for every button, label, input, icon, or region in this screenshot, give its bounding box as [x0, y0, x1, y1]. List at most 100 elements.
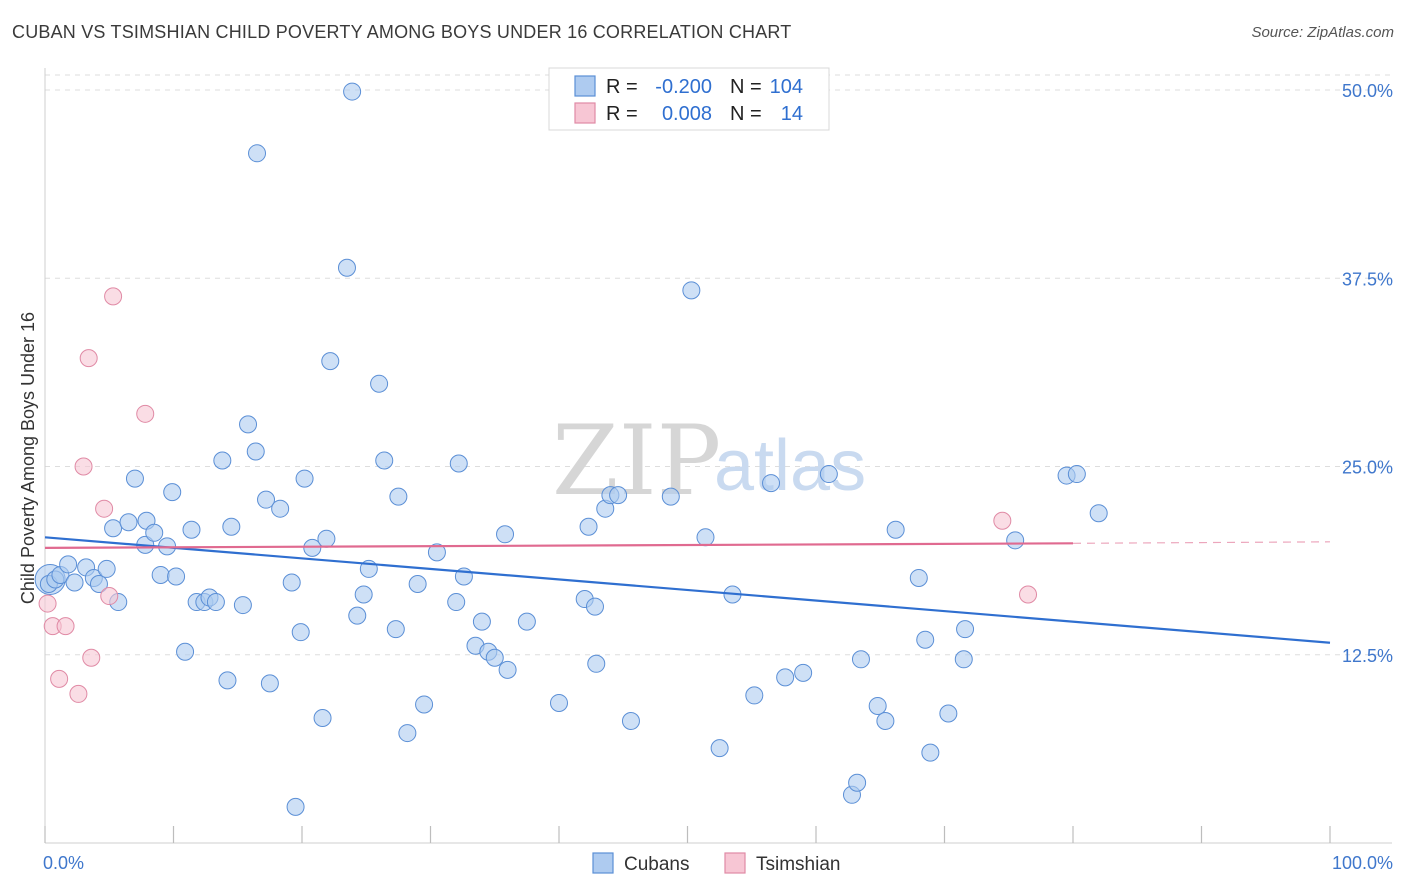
cubans-point	[661, 487, 680, 506]
cubans-point	[104, 519, 123, 538]
cubans-point	[485, 648, 504, 667]
cubans-point	[386, 620, 405, 639]
cubans-point	[415, 695, 434, 714]
tsimshian-point	[95, 499, 114, 518]
cubans-point	[696, 528, 715, 547]
cubans-point	[819, 465, 838, 484]
cubans-point	[163, 483, 182, 502]
cubans-point	[449, 454, 468, 473]
x-tick-labels: 0.0% 100.0%	[43, 853, 1393, 873]
cubans-point	[317, 529, 336, 548]
cubans-point	[916, 630, 935, 649]
cubans-point	[218, 671, 237, 690]
cubans-point	[370, 374, 389, 393]
cubans-point	[579, 517, 598, 536]
cubans-point	[260, 674, 279, 693]
cubans-point	[954, 650, 973, 669]
cubans-point	[851, 650, 870, 669]
cubans-point	[222, 517, 241, 536]
page-title: CUBAN VS TSIMSHIAN CHILD POVERTY AMONG B…	[12, 22, 792, 42]
cubans-point	[427, 543, 446, 562]
legend-n-label-tsimshian: N =	[730, 103, 762, 125]
trend-lines	[44, 536, 1331, 644]
cubans-point	[125, 469, 144, 488]
cubans-point	[313, 709, 332, 728]
cubans-point	[176, 642, 195, 661]
cubans-point	[956, 620, 975, 639]
cubans-point	[65, 573, 84, 592]
cubans-point	[408, 574, 427, 593]
cubans-point	[303, 538, 322, 557]
grid-lines	[45, 74, 1392, 656]
cubans-point	[776, 668, 795, 687]
cubans-point	[282, 573, 301, 592]
cubans-point	[321, 352, 340, 371]
scatter-points	[34, 82, 1108, 816]
cubans-point	[1067, 465, 1086, 484]
cubans-point	[498, 660, 517, 679]
legend-swatch-cubans	[574, 75, 596, 97]
cubans-point	[89, 574, 108, 593]
cubans-point	[151, 565, 170, 584]
watermark: ZIP atlas	[552, 405, 866, 517]
y-tick-labels: 12.5% 25.0% 37.5% 50.0%	[1342, 81, 1393, 666]
tsimshian-point	[1019, 585, 1038, 604]
cubans-point	[794, 663, 813, 682]
cubans-point	[585, 597, 604, 616]
cubans-point	[271, 499, 290, 518]
tsimshian-point	[104, 287, 123, 306]
cubans-point	[621, 712, 640, 731]
cubans-point	[348, 606, 367, 625]
cubans-point	[398, 724, 417, 743]
cubans-point	[710, 739, 729, 758]
legend-n-label-cubans: N =	[730, 76, 762, 98]
legend-n-value-tsimshian: 14	[781, 103, 803, 125]
cubans-point	[587, 654, 606, 673]
legend-swatch-tsimshian	[574, 102, 596, 124]
legend-r-label-tsimshian: R =	[606, 103, 638, 125]
tsimshian-point	[74, 457, 93, 476]
cubans-point	[1089, 504, 1108, 523]
legend-r-value-tsimshian: 0.008	[662, 103, 712, 125]
cubans-point	[550, 693, 568, 712]
tsimshian-point	[50, 669, 69, 688]
y-tick-label: 25.0%	[1342, 458, 1393, 478]
tsimshian-trend-line	[44, 542, 1074, 549]
bottom-legend-swatch-cubans	[592, 852, 614, 874]
tsimshian-point	[100, 587, 119, 606]
watermark-zip: ZIP	[552, 405, 721, 517]
bottom-legend: Cubans Tsimshian	[592, 852, 840, 875]
cubans-point	[909, 568, 928, 587]
tsimshian-point	[136, 404, 155, 423]
cubans-point	[343, 82, 362, 101]
legend-r-label-cubans: R =	[606, 76, 638, 98]
watermark-atlas: atlas	[714, 426, 866, 506]
cubans-point	[447, 593, 466, 612]
cubans-point	[291, 623, 310, 642]
y-tick-label: 12.5%	[1342, 646, 1393, 666]
x-tick-label: 0.0%	[43, 853, 84, 873]
y-axis-label: Child Poverty Among Boys Under 16	[18, 312, 38, 604]
y-tick-label: 37.5%	[1342, 269, 1393, 289]
cubans-point	[354, 585, 373, 604]
cubans-point	[472, 612, 491, 631]
cubans-point	[145, 523, 164, 542]
axes	[44, 68, 1392, 844]
cubans-point	[886, 520, 905, 539]
source-label: Source: ZipAtlas.com	[1251, 24, 1394, 41]
y-tick-label: 50.0%	[1342, 81, 1393, 101]
cubans-point	[762, 474, 781, 493]
cubans-point	[1006, 531, 1025, 550]
legend-box	[548, 67, 830, 131]
cubans-point	[167, 567, 186, 586]
cubans-point	[517, 612, 536, 631]
cubans-point	[375, 451, 394, 470]
cubans-point	[939, 704, 958, 723]
x-tick-label: 100.0%	[1332, 853, 1393, 873]
legend-r-value-cubans: -0.200	[655, 76, 712, 98]
tsimshian-point	[38, 594, 57, 613]
cubans-point	[868, 696, 887, 715]
cubans-point	[257, 490, 276, 509]
cubans-point	[246, 442, 265, 461]
